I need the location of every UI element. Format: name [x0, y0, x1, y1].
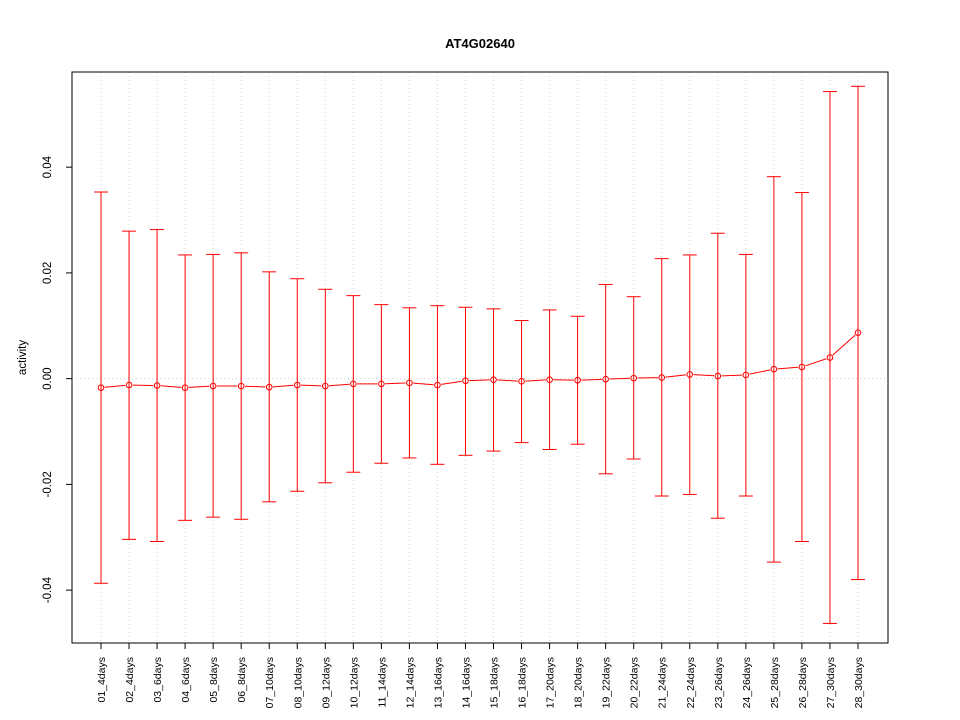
- x-tick-label: 11_14days: [376, 657, 388, 708]
- x-tick-label: 15_18days: [489, 657, 501, 708]
- data-point: [854, 329, 862, 336]
- x-tick-label: 17_20days: [545, 657, 557, 708]
- data-point: [826, 354, 834, 361]
- x-tick-label: 24_26days: [741, 657, 753, 708]
- x-tick-label: 13_16days: [432, 657, 444, 708]
- plot-frame: [71, 71, 889, 644]
- data-point: [798, 363, 806, 371]
- series-segment: [104, 384, 126, 388]
- y-tick-label: 0.00: [42, 367, 54, 389]
- data-point: [714, 372, 722, 380]
- x-tick-label: 01_4days: [96, 657, 108, 703]
- series-segment: [160, 385, 182, 388]
- data-point: [321, 382, 329, 390]
- data-point: [97, 384, 105, 391]
- series-segment: [441, 380, 462, 385]
- data-point: [686, 371, 694, 378]
- series-segment: [525, 379, 546, 382]
- data-point: [490, 376, 497, 384]
- data-point: [350, 380, 357, 388]
- series-segment: [301, 384, 322, 387]
- x-tick-label: 20_22days: [629, 657, 641, 708]
- series-segment: [329, 383, 350, 387]
- x-tick-label: 09_12days: [320, 657, 332, 708]
- x-tick-label: 05_8days: [208, 657, 220, 703]
- data-point: [125, 381, 133, 389]
- x-tick-label: 18_20days: [573, 657, 585, 708]
- x-tick-label: 21_24days: [657, 657, 669, 708]
- data-point: [181, 384, 189, 391]
- series-segment: [749, 369, 771, 375]
- data-point: [237, 382, 245, 390]
- x-tick-label: 25_28days: [769, 657, 781, 708]
- series-segment: [385, 382, 406, 385]
- x-tick-label: 27_30days: [825, 657, 837, 708]
- series-segment: [272, 384, 294, 388]
- data-point: [574, 376, 581, 384]
- y-tick-label: 0.04: [42, 155, 54, 178]
- data-point: [209, 382, 217, 390]
- series-segment: [693, 374, 715, 377]
- x-tick-label: 19_22days: [601, 657, 613, 708]
- series-segment: [188, 385, 210, 388]
- series-points: [97, 329, 862, 391]
- x-tick-label: 03_6days: [152, 657, 164, 703]
- series-line: [104, 334, 856, 388]
- y-tick-label: -0.02: [42, 471, 54, 497]
- y-tick-label: -0.04: [42, 576, 54, 603]
- series-segment: [581, 378, 602, 381]
- data-point: [462, 377, 469, 385]
- x-tick-label: 06_8days: [236, 657, 248, 703]
- data-point: [293, 381, 301, 389]
- x-axis: 01_4days 02_4days 03_6days 04_6days 05_8days…: [96, 643, 865, 708]
- data-point: [406, 379, 413, 387]
- series-segment: [721, 374, 743, 377]
- series-segment: [497, 379, 518, 382]
- x-tick-label: 23_26days: [713, 657, 725, 708]
- series-segment: [832, 334, 856, 356]
- data-point: [602, 375, 609, 383]
- x-tick-label: 14_16days: [460, 657, 472, 708]
- x-tick-label: 16_18days: [517, 657, 529, 708]
- x-tick-label: 08_10days: [292, 657, 304, 708]
- data-point: [658, 374, 666, 381]
- series-segment: [777, 366, 799, 370]
- y-tick-label: 0.02: [42, 262, 54, 284]
- x-tick-label: 04_6days: [180, 657, 192, 703]
- series-segment: [244, 385, 266, 388]
- data-point: [378, 380, 385, 388]
- y-axis: -0.04 -0.02 0.00 0.02 0.04: [42, 155, 72, 603]
- error-bars: [94, 85, 865, 624]
- x-tick-label: 07_10days: [264, 657, 276, 708]
- series-segment: [413, 382, 434, 386]
- y-axis-label: activity: [17, 340, 29, 375]
- x-tick-label: 12_14days: [404, 657, 416, 708]
- grid-layer: [72, 72, 888, 643]
- series-segment: [665, 374, 687, 378]
- data-point: [546, 376, 553, 384]
- series-segment: [805, 358, 827, 367]
- data-point: [770, 365, 778, 373]
- x-tick-label: 02_4days: [124, 657, 136, 703]
- data-point: [742, 371, 750, 379]
- series-segment: [469, 379, 490, 382]
- x-tick-label: 26_28days: [797, 657, 809, 708]
- chart-title: AT4G02640: [445, 36, 515, 51]
- data-point: [153, 382, 161, 389]
- x-tick-label: 10_12days: [348, 657, 360, 708]
- data-point: [518, 377, 525, 385]
- x-tick-label: 28_30days: [853, 657, 865, 708]
- data-point: [434, 381, 441, 389]
- x-tick-label: 22_24days: [685, 657, 697, 708]
- series-segment: [609, 377, 630, 380]
- data-point: [265, 383, 273, 391]
- data-point: [630, 374, 638, 382]
